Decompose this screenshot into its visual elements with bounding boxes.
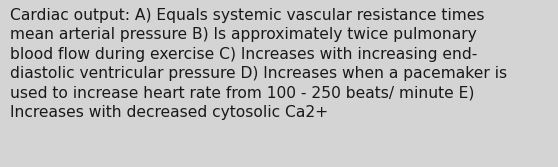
Text: Cardiac output: A) Equals systemic vascular resistance times
mean arterial press: Cardiac output: A) Equals systemic vascu… [10,8,507,120]
